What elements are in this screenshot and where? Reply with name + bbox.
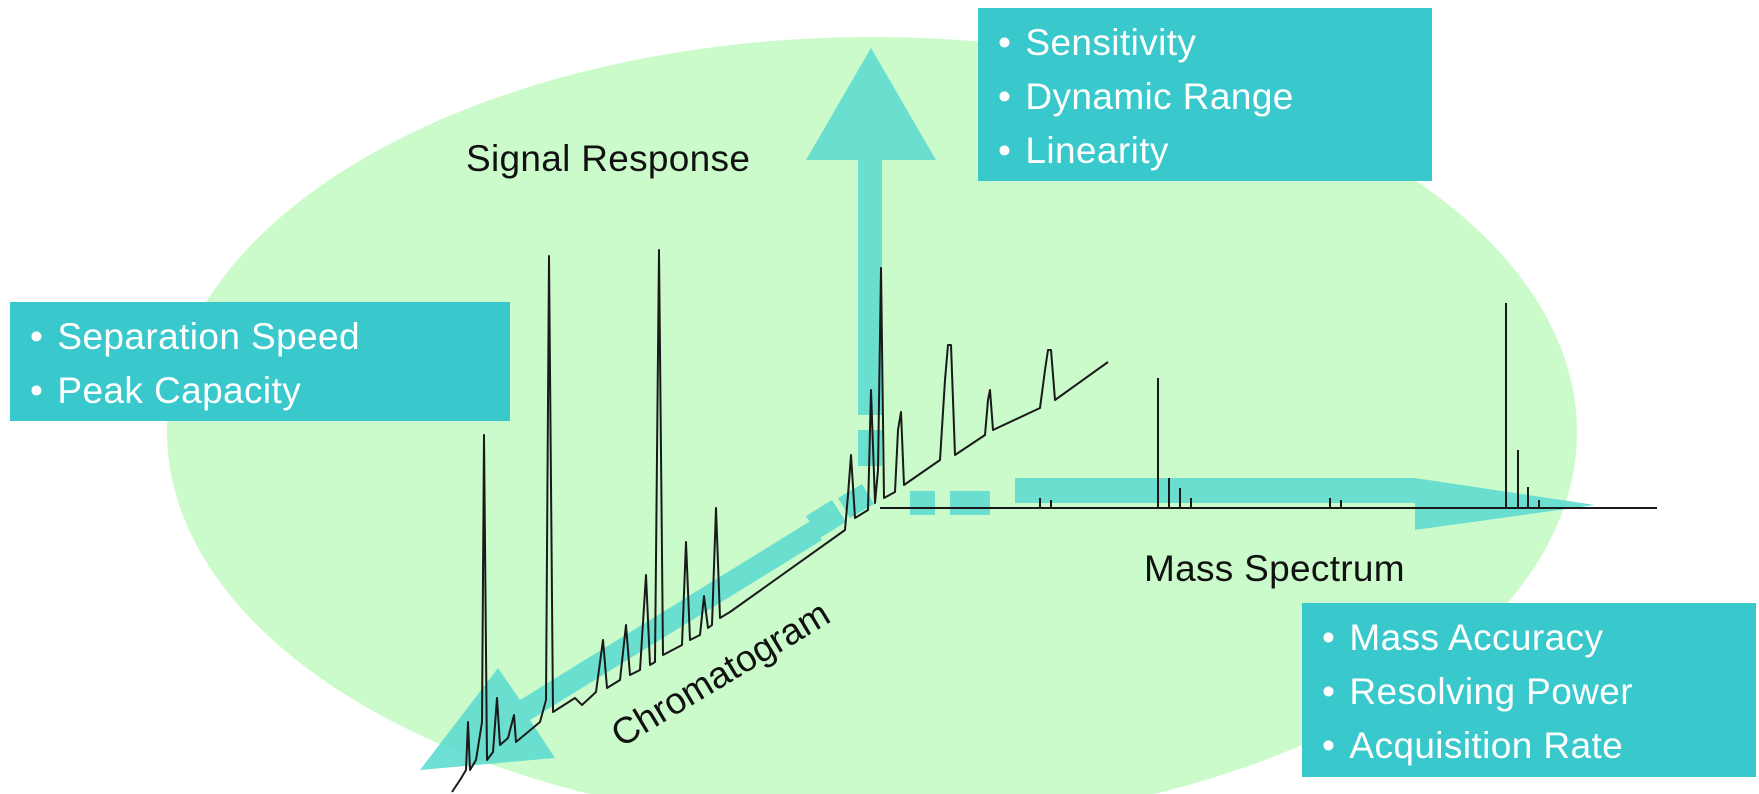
mass-spectrum-label: Mass Spectrum xyxy=(1144,548,1405,589)
detector-feature-list: Sensitivity Dynamic Range Linearity xyxy=(998,16,1410,178)
chromatogram-trace xyxy=(451,249,1109,793)
mass-spectrum-arrow xyxy=(1015,478,1595,530)
feature-item: Acquisition Rate xyxy=(1322,719,1734,773)
chromatogram-arrow xyxy=(420,518,822,770)
feature-item: Dynamic Range xyxy=(998,70,1410,124)
signal-response-label: Signal Response xyxy=(466,138,751,179)
separation-info-box: Separation Speed Peak Capacity xyxy=(10,302,510,421)
mass-spectrum-trace xyxy=(880,303,1657,509)
mass-info-box: Mass Accuracy Resolving Power Acquisitio… xyxy=(1302,603,1756,777)
mass-feature-list: Mass Accuracy Resolving Power Acquisitio… xyxy=(1322,611,1734,773)
feature-item: Resolving Power xyxy=(1322,665,1734,719)
mass-arrow-dash-2 xyxy=(950,491,990,515)
feature-item: Sensitivity xyxy=(998,16,1410,70)
feature-item: Peak Capacity xyxy=(30,364,488,418)
mass-arrow-dash-1 xyxy=(910,491,935,515)
chromatogram-arrow-dash-1 xyxy=(806,500,846,538)
signal-response-arrow xyxy=(806,48,936,415)
feature-item: Linearity xyxy=(998,124,1410,178)
feature-item: Separation Speed xyxy=(30,310,488,364)
separation-feature-list: Separation Speed Peak Capacity xyxy=(30,310,488,418)
detector-info-box: Sensitivity Dynamic Range Linearity xyxy=(978,8,1432,181)
feature-item: Mass Accuracy xyxy=(1322,611,1734,665)
axis-arrows xyxy=(420,48,1595,770)
